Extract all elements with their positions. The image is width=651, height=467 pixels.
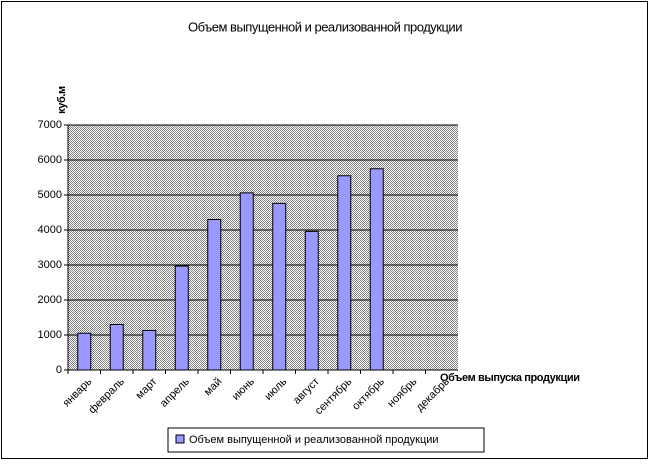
y-tick-label: 4000 xyxy=(38,224,62,236)
y-tick-label: 5000 xyxy=(38,189,62,201)
chart-title: Объем выпущенной и реализованной продукц… xyxy=(188,19,462,34)
bar xyxy=(142,329,157,371)
y-tick-label: 2000 xyxy=(38,294,62,306)
y-tick-label: 1000 xyxy=(38,329,62,341)
x-axis-title: Объем выпуска продукции xyxy=(440,372,580,384)
y-tick-label: 6000 xyxy=(38,154,62,166)
legend-swatch xyxy=(175,434,185,444)
bar xyxy=(337,175,352,371)
y-tick-label: 0 xyxy=(56,364,62,376)
legend-label: Объем выпущенной и реализованной продукц… xyxy=(189,434,439,446)
legend-box xyxy=(167,427,485,453)
y-tick-label: 7000 xyxy=(38,119,62,131)
bar xyxy=(77,332,92,371)
bar xyxy=(272,202,287,371)
bar xyxy=(304,230,319,371)
bar xyxy=(207,219,222,371)
y-tick-label: 3000 xyxy=(38,259,62,271)
bar xyxy=(239,192,254,371)
plot-area xyxy=(68,125,458,370)
bar xyxy=(109,324,124,371)
bar xyxy=(174,265,189,371)
bar xyxy=(369,168,384,371)
y-axis-title: куб.м xyxy=(56,86,68,114)
